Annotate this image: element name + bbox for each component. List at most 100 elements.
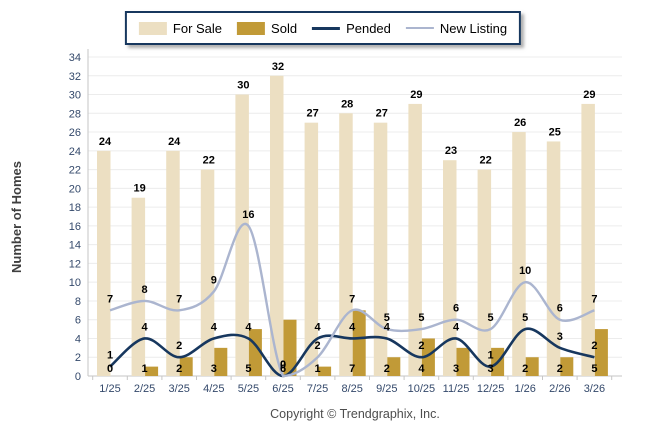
legend-box: For Sale Sold Pended New Listing: [124, 11, 522, 45]
bar-sold: [214, 347, 228, 376]
svg-text:32: 32: [69, 71, 81, 83]
line-pended: [109, 327, 595, 378]
label-new-listing: 7: [591, 293, 597, 305]
label-for-sale: 32: [272, 61, 284, 73]
label-new-listing: 7: [107, 293, 113, 305]
svg-text:1/25: 1/25: [99, 383, 120, 395]
svg-text:2: 2: [75, 352, 81, 364]
label-new-listing: 2: [315, 340, 321, 352]
label-pended: 4: [349, 321, 356, 333]
for-sale-swatch: [138, 21, 167, 35]
label-sold: 1: [315, 363, 321, 375]
label-new-listing: 6: [557, 303, 563, 315]
label-pended: 4: [453, 321, 460, 333]
svg-text:22: 22: [69, 165, 81, 177]
label-for-sale: 24: [168, 136, 181, 148]
label-for-sale: 27: [376, 108, 388, 120]
legend-label: Pended: [346, 20, 391, 36]
label-sold: 4: [418, 363, 425, 375]
bar-for-sale: [131, 197, 146, 376]
label-for-sale: 22: [479, 155, 491, 167]
svg-text:3/26: 3/26: [584, 383, 605, 395]
label-new-listing: 7: [176, 293, 182, 305]
svg-text:14: 14: [69, 240, 81, 252]
svg-text:2/26: 2/26: [549, 383, 570, 395]
label-for-sale: 25: [549, 126, 561, 138]
svg-text:30: 30: [69, 90, 81, 102]
label-pended: 3: [557, 331, 563, 343]
label-for-sale: 30: [237, 80, 249, 92]
label-sold: 6: [280, 363, 286, 375]
bar-sold: [594, 329, 608, 376]
label-new-listing: 6: [453, 303, 459, 315]
svg-text:34: 34: [69, 52, 81, 64]
svg-text:18: 18: [69, 202, 81, 214]
label-for-sale: 23: [445, 145, 457, 157]
bar-for-sale: [477, 169, 492, 376]
label-pended: 4: [211, 321, 218, 333]
label-sold: 3: [453, 363, 459, 375]
label-for-sale: 29: [583, 89, 595, 101]
pended-line-swatch: [312, 26, 341, 30]
legend-item-sold: Sold: [237, 21, 297, 36]
svg-text:3/25: 3/25: [168, 383, 189, 395]
svg-text:9/25: 9/25: [376, 383, 397, 395]
label-pended: 2: [418, 340, 424, 352]
legend-label: Sold: [271, 20, 298, 36]
label-for-sale: 24: [99, 136, 112, 148]
legend-label: New Listing: [439, 20, 508, 36]
label-sold: 0: [107, 363, 113, 375]
bar-for-sale: [408, 103, 422, 376]
bar-for-sale: [166, 150, 180, 376]
svg-text:26: 26: [69, 127, 81, 139]
label-pended: 2: [176, 340, 182, 352]
bar-for-sale: [270, 75, 284, 376]
label-for-sale: 22: [203, 155, 215, 167]
label-for-sale: 26: [514, 117, 526, 129]
svg-text:4/25: 4/25: [203, 383, 224, 395]
label-sold: 2: [384, 363, 390, 375]
x-axis-labels: 1/25 2/25 3/25 4/25 5/25 6/25 7/25 8/25 9/25 10/2…: [99, 383, 605, 395]
label-pended: 1: [488, 350, 494, 362]
label-pended: 4: [384, 321, 391, 333]
label-pended: 2: [591, 340, 597, 352]
bar-sold: [318, 366, 332, 376]
bar-sold: [456, 347, 470, 376]
bar-sold: [145, 366, 159, 376]
copyright-text: Copyright © Trendgraphix, Inc.: [270, 407, 440, 421]
label-sold: 3: [488, 363, 494, 375]
bar-for-sale: [373, 122, 388, 376]
svg-text:12: 12: [69, 258, 81, 270]
bar-for-sale: [97, 150, 111, 376]
label-new-listing: 5: [488, 312, 494, 324]
bar-sold: [560, 357, 574, 376]
label-sold: 1: [142, 363, 148, 375]
svg-text:12/25: 12/25: [477, 383, 505, 395]
label-sold: 3: [211, 363, 217, 375]
label-pended: 5: [522, 312, 528, 324]
line-new-listing: [109, 222, 595, 378]
label-new-listing: 5: [384, 312, 390, 324]
label-new-listing: 16: [242, 209, 254, 221]
svg-text:16: 16: [69, 221, 81, 233]
label-for-sale: 28: [341, 98, 353, 110]
svg-text:10: 10: [69, 277, 81, 289]
svg-text:6/25: 6/25: [272, 383, 293, 395]
bar-sold: [387, 357, 401, 376]
bar-for-sale: [339, 113, 353, 376]
label-new-listing: 0: [280, 359, 286, 371]
label-for-sale: 27: [306, 108, 318, 120]
legend-label: For Sale: [172, 20, 223, 36]
svg-text:7/25: 7/25: [307, 383, 328, 395]
y-axis-title: Number of Homes: [9, 161, 24, 273]
label-sold: 7: [349, 363, 355, 375]
svg-text:10/25: 10/25: [408, 383, 436, 395]
bar-for-sale: [304, 122, 319, 376]
legend-item-for-sale: For Sale: [138, 20, 223, 36]
sold-swatch: [237, 21, 266, 35]
bar-sold: [283, 319, 297, 376]
legend-item-pended: Pended: [312, 21, 391, 36]
svg-text:0: 0: [75, 371, 81, 383]
